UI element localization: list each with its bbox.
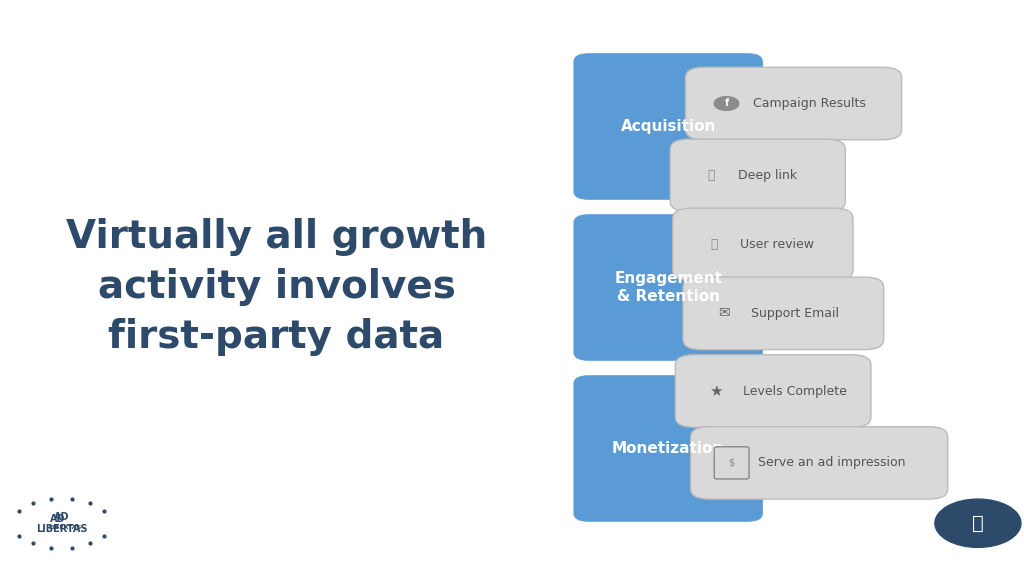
FancyBboxPatch shape [690, 427, 948, 499]
Text: Monetization: Monetization [612, 441, 724, 456]
Text: LIBERTAS: LIBERTAS [48, 526, 81, 530]
Text: Campaign Results: Campaign Results [754, 97, 866, 110]
Text: AD
LIBERTAS: AD LIBERTAS [36, 512, 87, 534]
Text: Serve an ad impression: Serve an ad impression [758, 457, 906, 469]
Text: :  [710, 238, 718, 251]
Text: Support Email: Support Email [751, 307, 839, 320]
FancyBboxPatch shape [673, 208, 853, 281]
Text: Engagement
& Retention: Engagement & Retention [614, 271, 722, 304]
Text: AD: AD [49, 513, 66, 524]
FancyBboxPatch shape [573, 375, 763, 522]
Text: 🌳: 🌳 [972, 513, 984, 533]
Text: ✉: ✉ [718, 306, 730, 320]
Text: f: f [724, 98, 729, 109]
Text: Acquisition: Acquisition [621, 119, 716, 134]
Text: Levels Complete: Levels Complete [743, 385, 847, 397]
FancyBboxPatch shape [573, 53, 763, 200]
Circle shape [715, 97, 739, 110]
Text: Deep link: Deep link [737, 169, 797, 182]
FancyBboxPatch shape [573, 214, 763, 361]
Text: 🔗: 🔗 [708, 169, 715, 182]
FancyBboxPatch shape [670, 139, 846, 212]
FancyBboxPatch shape [686, 67, 901, 140]
Text: User review: User review [740, 238, 814, 251]
FancyBboxPatch shape [683, 277, 884, 350]
FancyBboxPatch shape [715, 447, 750, 479]
FancyBboxPatch shape [676, 355, 870, 427]
Text: ❧: ❧ [45, 501, 78, 539]
Text: $: $ [729, 458, 734, 468]
Circle shape [935, 499, 1021, 547]
Text: ★: ★ [710, 384, 723, 398]
Text: Virtually all growth
activity involves
first-party data: Virtually all growth activity involves f… [66, 218, 487, 356]
